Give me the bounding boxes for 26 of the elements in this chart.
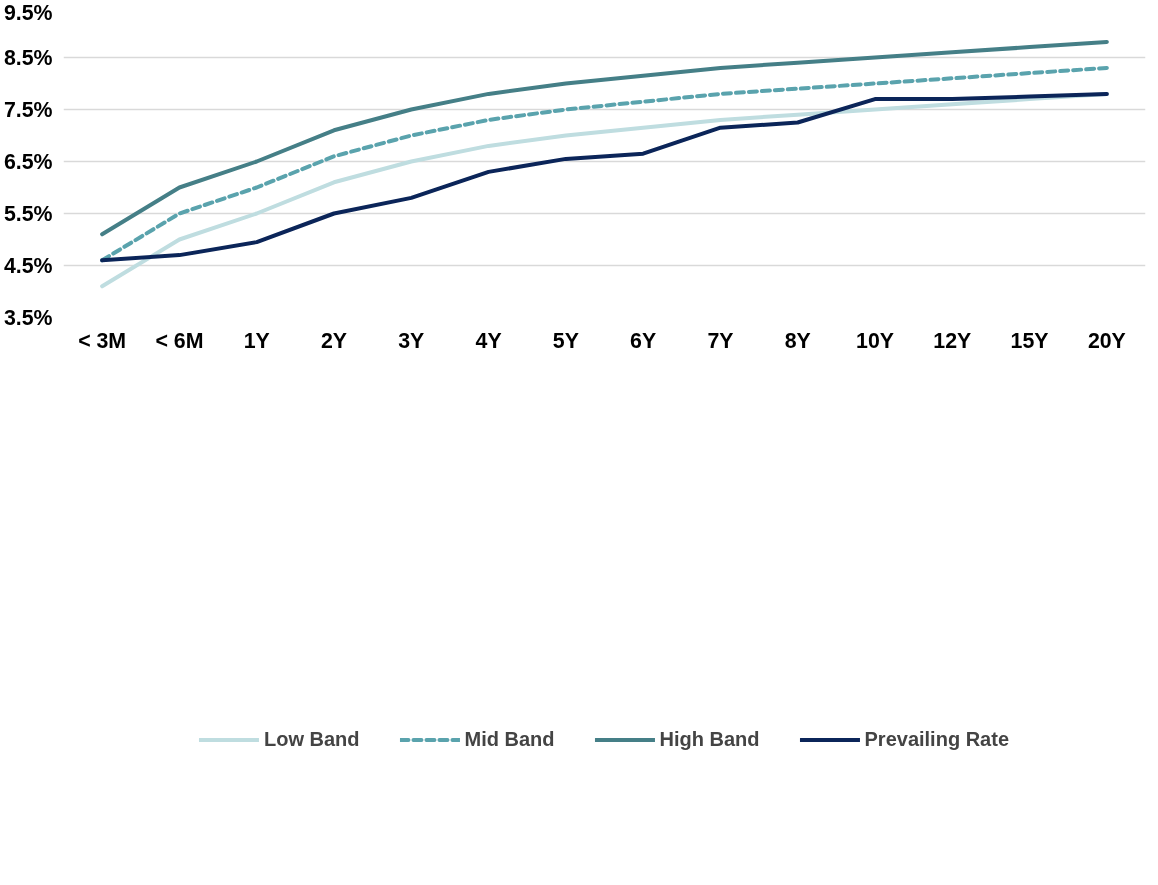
x-tick-label: 8Y [784, 328, 811, 353]
y-tick-label: 7.5% [3, 97, 53, 122]
y-tick-label: 6.5% [3, 149, 53, 174]
x-tick-label: < 6M [155, 328, 204, 353]
y-tick-label: 5.5% [3, 201, 53, 226]
y-tick-label: 4.5% [3, 253, 53, 278]
x-tick-label: 7Y [707, 328, 734, 353]
x-tick-label: 12Y [933, 328, 972, 353]
x-tick-label: 20Y [1087, 328, 1126, 353]
x-tick-label: 10Y [856, 328, 894, 353]
legend-label: Mid Band [464, 727, 555, 751]
y-tick-label: 3.5% [3, 305, 53, 330]
x-tick-label: 1Y [243, 328, 270, 353]
line-series [100, 39, 1109, 237]
x-tick-label: 6Y [630, 328, 657, 353]
x-tick-label: < 3M [78, 328, 127, 353]
x-tick-label: 4Y [475, 328, 502, 353]
legend-label: Prevailing Rate [864, 727, 1010, 751]
y-tick-label: 9.5% [3, 0, 53, 25]
legend-label: High Band [659, 727, 760, 751]
y-tick-label: 8.5% [3, 45, 53, 70]
legend-label: Low Band [263, 727, 360, 751]
x-tick-label: 15Y [1010, 328, 1049, 353]
x-tick-label: 2Y [320, 328, 348, 353]
x-tick-label: 5Y [552, 328, 579, 353]
x-tick-label: 3Y [398, 328, 425, 353]
